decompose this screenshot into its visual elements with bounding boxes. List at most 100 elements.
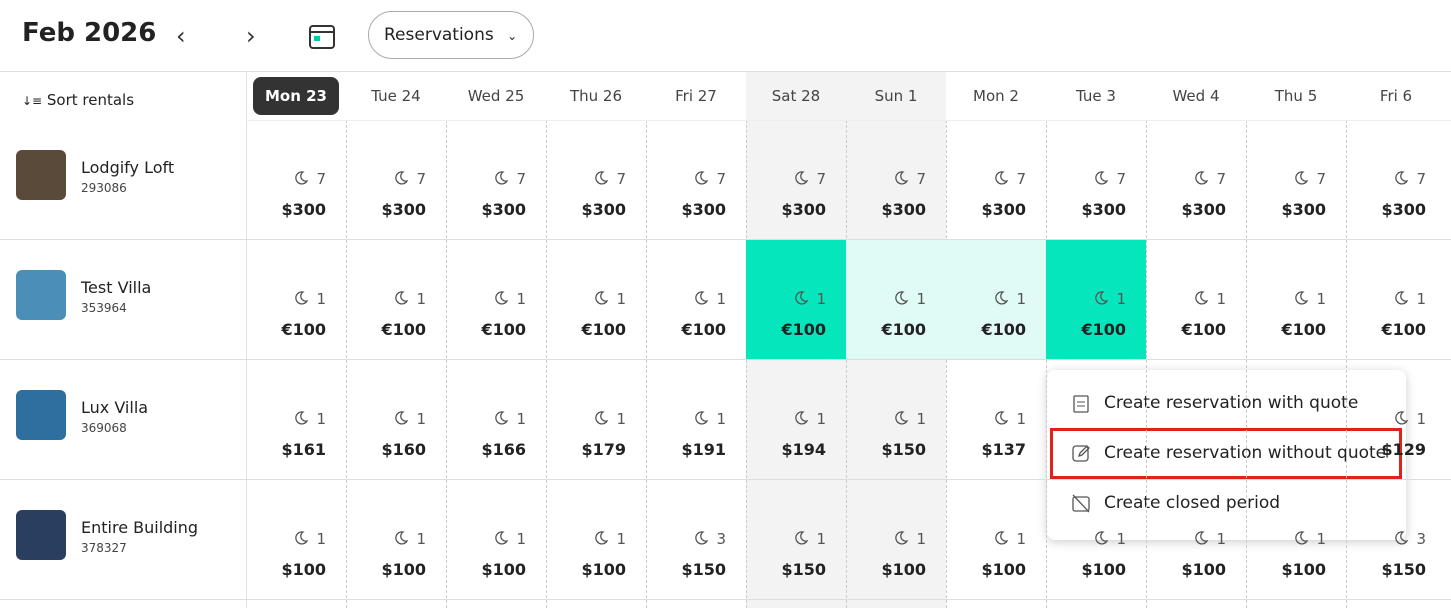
divider: [1246, 120, 1247, 608]
nights-value: 7: [616, 170, 626, 188]
nights: 7: [594, 170, 626, 188]
nights: 1: [1194, 290, 1226, 308]
price: $137: [981, 440, 1026, 459]
nights-value: 1: [316, 410, 326, 428]
nights-value: 1: [616, 410, 626, 428]
price-cell[interactable]: 1 $100: [946, 480, 1046, 600]
price-cell[interactable]: 7 $300: [746, 120, 846, 240]
view-dropdown[interactable]: Reservations ⌄: [368, 11, 534, 59]
menu-item[interactable]: Create closed period: [1104, 493, 1281, 513]
menu-item[interactable]: Create reservation without quote: [1104, 443, 1387, 463]
price-cell[interactable]: 7 $300: [1346, 120, 1446, 240]
day-header: Mon 23: [246, 72, 346, 120]
nights-value: 1: [1316, 290, 1326, 308]
price-cell[interactable]: 1 $179: [546, 360, 646, 480]
price-cell[interactable]: 1 €100: [546, 240, 646, 360]
nights-value: 1: [616, 530, 626, 548]
divider: [1146, 120, 1147, 608]
price-cell[interactable]: 1 $100: [1246, 480, 1346, 600]
day-header: Fri 27: [646, 72, 746, 120]
price-cell[interactable]: 7 $300: [846, 120, 946, 240]
price-cell[interactable]: 1 €100: [1246, 240, 1346, 360]
nights: 1: [694, 410, 726, 428]
price-cell[interactable]: 3 $150: [646, 480, 746, 600]
price-cell[interactable]: 1 €100: [446, 240, 546, 360]
nights: 1: [994, 410, 1026, 428]
price-cell[interactable]: 1 $150: [746, 480, 846, 600]
nights: 1: [294, 290, 326, 308]
price-cell[interactable]: 7 $300: [646, 120, 746, 240]
next-button[interactable]: ›: [246, 22, 256, 50]
price-cell[interactable]: 1 €100: [246, 240, 346, 360]
price-cell[interactable]: 7 $300: [546, 120, 646, 240]
price-cell[interactable]: 1 $100: [446, 480, 546, 600]
nights-value: 7: [416, 170, 426, 188]
day-header: Sat 28: [746, 72, 846, 120]
price-cell[interactable]: 1 €100: [1346, 240, 1446, 360]
price-cell[interactable]: 1 $194: [746, 360, 846, 480]
price-cell[interactable]: 1 $100: [1146, 480, 1246, 600]
price-cell[interactable]: 7 $300: [1146, 120, 1246, 240]
day-label: Thu 26: [569, 87, 623, 105]
price-cell[interactable]: 7 $300: [946, 120, 1046, 240]
rental-thumbnail: [16, 510, 66, 560]
price-cell[interactable]: 1 $150: [846, 360, 946, 480]
price-cell[interactable]: 1 $161: [246, 360, 346, 480]
price: €100: [1381, 320, 1426, 339]
price: €100: [1081, 320, 1126, 339]
price-cell[interactable]: 1 $166: [446, 360, 546, 480]
price-cell[interactable]: 1 $100: [846, 480, 946, 600]
price-cell[interactable]: 7 $300: [246, 120, 346, 240]
price-cell[interactable]: 7 $300: [346, 120, 446, 240]
month-title: Feb 2026: [22, 18, 157, 48]
price-cell[interactable]: 1 $137: [946, 360, 1046, 480]
price-cell[interactable]: 1 €100: [646, 240, 746, 360]
price-cell[interactable]: 7 $300: [446, 120, 546, 240]
day-label: Sat 28: [771, 87, 821, 105]
price-cell[interactable]: 1 $100: [546, 480, 646, 600]
price: $100: [881, 560, 926, 579]
price: $300: [781, 200, 826, 219]
nights-value: 1: [516, 530, 526, 548]
nights-value: 1: [316, 290, 326, 308]
price-cell[interactable]: 7 $300: [1246, 120, 1346, 240]
rental-name: Lux Villa: [81, 398, 149, 417]
price-cell[interactable]: 7 $300: [1046, 120, 1146, 240]
price-cell[interactable]: 1 $191: [646, 360, 746, 480]
price-cell[interactable]: 1 $100: [1046, 480, 1146, 600]
sort-label: Sort rentals: [46, 91, 135, 109]
nights-value: 1: [816, 290, 826, 308]
price: €100: [581, 320, 626, 339]
price-cell[interactable]: 1 €100: [846, 240, 946, 360]
nights: 1: [394, 530, 426, 548]
nights: 1: [1094, 290, 1126, 308]
calendar-button[interactable]: [308, 22, 336, 50]
price-cell[interactable]: 1 €100: [1046, 240, 1146, 360]
nights-value: 1: [916, 530, 926, 548]
price: $100: [1081, 560, 1126, 579]
price-cell[interactable]: 1 $129: [1346, 360, 1446, 480]
day-header: Mon 2: [946, 72, 1046, 120]
price-cell[interactable]: 1 €100: [346, 240, 446, 360]
price: $300: [681, 200, 726, 219]
menu-item[interactable]: Create reservation with quote: [1104, 393, 1359, 413]
nights-value: 1: [416, 530, 426, 548]
divider: [846, 120, 847, 608]
price-cell[interactable]: 1 €100: [746, 240, 846, 360]
price-cell[interactable]: 3 $150: [1346, 480, 1446, 600]
divider: [946, 120, 947, 608]
price: $160: [381, 440, 426, 459]
day-header: Tue 24: [346, 72, 446, 120]
rental-name: Entire Building: [81, 518, 199, 537]
price-cell[interactable]: 1 €100: [946, 240, 1046, 360]
price-cell[interactable]: 1 $100: [246, 480, 346, 600]
nights: 7: [394, 170, 426, 188]
price: $300: [881, 200, 926, 219]
day-label: Fri 6: [1379, 87, 1413, 105]
prev-button[interactable]: ‹: [176, 22, 186, 50]
price-cell[interactable]: 1 €100: [1146, 240, 1246, 360]
price-cell[interactable]: 1 $100: [346, 480, 446, 600]
sort-button[interactable]: ↓≡ Sort rentals: [22, 91, 135, 109]
price-cell[interactable]: 1 $160: [346, 360, 446, 480]
